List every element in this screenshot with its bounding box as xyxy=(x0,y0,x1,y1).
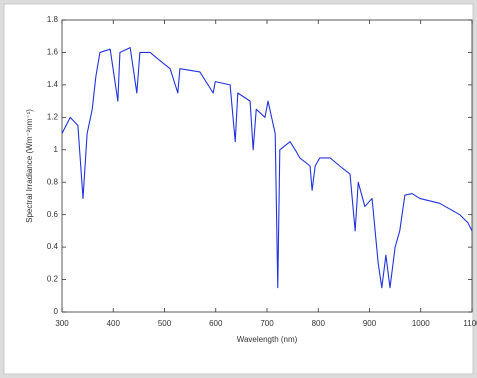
x-axis-label: Wavelength (nm) xyxy=(237,335,298,344)
x-tick-label: 300 xyxy=(55,319,69,328)
y-tick-label: 1.8 xyxy=(47,15,59,24)
y-tick-label: 0.2 xyxy=(47,275,59,284)
x-tick-label: 900 xyxy=(363,319,377,328)
x-tick-label: 1000 xyxy=(412,319,430,328)
y-tick-label: 1.6 xyxy=(47,48,59,57)
y-tick-label: 0.4 xyxy=(47,242,59,251)
y-tick-label: 0.8 xyxy=(47,177,59,186)
spectrum-line xyxy=(61,47,473,289)
y-tick-label: 1.4 xyxy=(47,80,59,89)
x-tick-label: 700 xyxy=(260,319,274,328)
y-tick-label: 1.2 xyxy=(47,112,59,121)
y-tick-label: 1 xyxy=(54,145,59,154)
x-tick-label: 500 xyxy=(158,319,172,328)
plot-frame xyxy=(61,19,473,313)
x-tick-label: 400 xyxy=(107,319,121,328)
x-tick-label: 1100 xyxy=(463,319,477,328)
x-tick-label: 600 xyxy=(209,319,223,328)
y-tick-label: 0 xyxy=(54,307,59,316)
x-tick-label: 800 xyxy=(312,319,326,328)
y-tick-label: 0.6 xyxy=(47,210,59,219)
y-axis-label: Spectral Irradiance (Wm⁻²nm⁻¹) xyxy=(25,109,34,223)
